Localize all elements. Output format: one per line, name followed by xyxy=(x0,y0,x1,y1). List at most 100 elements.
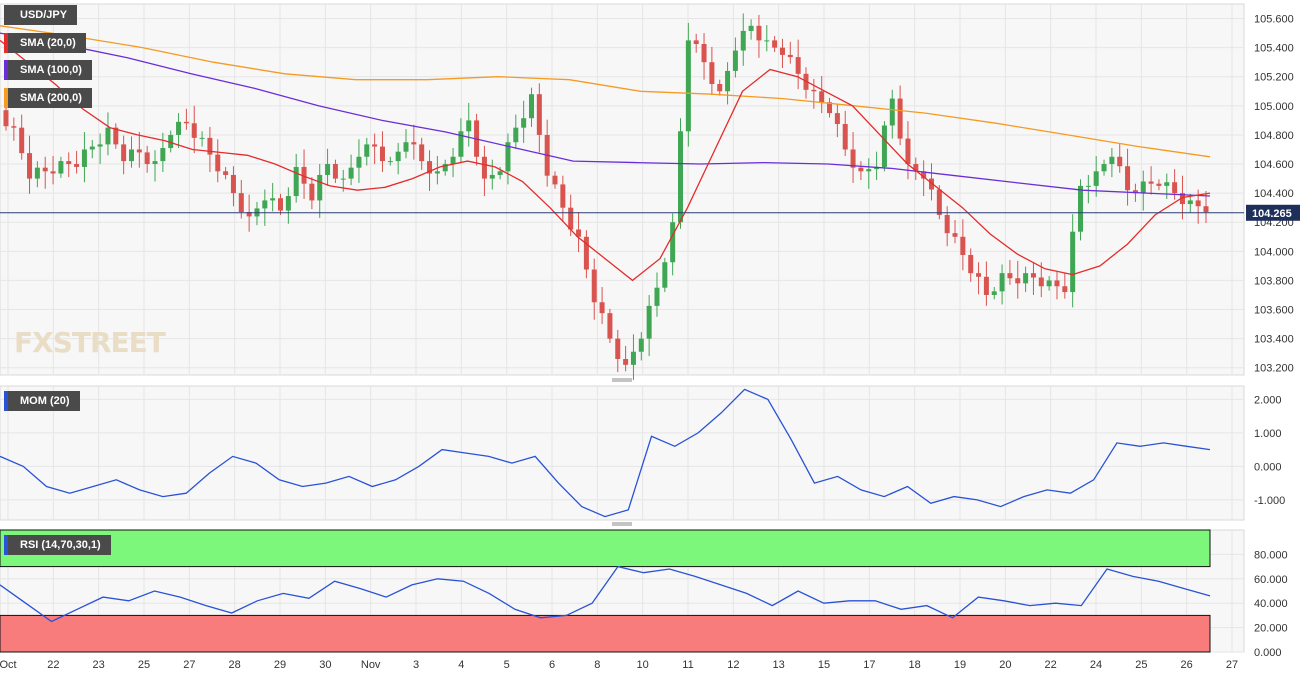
x-tick-label: 20 xyxy=(999,659,1011,671)
candle-body xyxy=(1109,156,1115,165)
candle-body xyxy=(881,125,887,167)
candle-body xyxy=(176,121,182,135)
price-tick-label: 103.600 xyxy=(1254,305,1294,317)
candle-body xyxy=(325,164,331,175)
candle-body xyxy=(89,146,95,150)
candle-body xyxy=(630,351,636,365)
candle-body xyxy=(874,166,880,170)
price-tick-label: 105.400 xyxy=(1254,43,1294,55)
candle-body xyxy=(379,146,385,162)
candle-body xyxy=(1038,277,1044,287)
candle-body xyxy=(238,193,244,213)
x-tick-label: 27 xyxy=(1226,659,1238,671)
sma20-legend[interactable]: SMA (20,0) xyxy=(4,33,86,53)
candle-body xyxy=(811,89,817,92)
candle-body xyxy=(403,142,409,152)
candle-body xyxy=(411,142,417,145)
price-tick-label: 105.200 xyxy=(1254,72,1294,84)
x-tick-label: 29 xyxy=(274,659,286,671)
candle-body xyxy=(42,167,48,172)
x-tick-label: 5 xyxy=(504,659,510,671)
candle-body xyxy=(646,305,652,339)
sma100-legend[interactable]: SMA (100,0) xyxy=(4,60,92,80)
rsi-legend[interactable]: RSI (14,70,30,1) xyxy=(4,535,111,555)
candle-body xyxy=(850,149,856,168)
candle-body xyxy=(999,273,1005,292)
candle-body xyxy=(160,148,166,162)
candle-body xyxy=(128,149,134,162)
sma200-line xyxy=(0,25,1211,158)
x-tick-label: 24 xyxy=(1090,659,1102,671)
candle-body xyxy=(489,174,495,179)
rsi-tick-label: 0.000 xyxy=(1254,647,1282,659)
candle-body xyxy=(293,166,299,197)
candle-body xyxy=(1023,273,1029,284)
current-price-label: 104.265 xyxy=(1252,208,1292,220)
sma200-legend[interactable]: SMA (200,0) xyxy=(4,88,92,108)
candle-body xyxy=(340,178,346,180)
candle-body xyxy=(928,178,934,190)
candle-body xyxy=(889,98,895,126)
x-tick-label: 18 xyxy=(909,659,921,671)
candle-body xyxy=(905,138,911,165)
candle-body xyxy=(513,127,519,143)
mom-legend[interactable]: MOM (20) xyxy=(4,391,80,411)
candle-body xyxy=(795,57,801,74)
candle-body xyxy=(568,207,574,230)
candle-body xyxy=(105,127,111,145)
candle-body xyxy=(607,313,613,339)
x-tick-label: 30 xyxy=(319,659,331,671)
sma100-line xyxy=(0,32,1211,197)
candle-body xyxy=(936,189,942,215)
candle-body xyxy=(309,183,315,201)
candle-body xyxy=(66,161,72,165)
price-tick-label: 104.000 xyxy=(1254,246,1294,258)
candle-body xyxy=(183,121,189,124)
pane-1-background xyxy=(0,385,1245,521)
candle-body xyxy=(450,156,456,165)
candle-body xyxy=(230,174,236,194)
rsi-tick-label: 80.000 xyxy=(1254,549,1288,561)
x-tick-label: Oct xyxy=(0,659,17,671)
price-tick-label: 103.400 xyxy=(1254,334,1294,346)
candle-body xyxy=(1101,164,1107,172)
x-tick-label: 10 xyxy=(637,659,649,671)
candle-body xyxy=(842,124,848,150)
candle-body xyxy=(740,30,746,51)
x-tick-label: 3 xyxy=(413,659,419,671)
candle-body xyxy=(81,149,87,167)
candle-body xyxy=(1070,231,1076,293)
candle-body xyxy=(772,40,778,48)
candle-body xyxy=(858,167,864,172)
candle-body xyxy=(278,198,284,211)
x-tick-label: 19 xyxy=(954,659,966,671)
candle-body xyxy=(583,236,589,270)
candle-body xyxy=(50,171,56,174)
candle-body xyxy=(1172,182,1178,194)
candle-body xyxy=(1187,200,1193,205)
candle-body xyxy=(701,44,707,63)
candle-body xyxy=(262,200,268,209)
candle-body xyxy=(654,287,660,306)
current-price-tag xyxy=(1246,204,1300,221)
x-tick-label: 28 xyxy=(229,659,241,671)
candle-body xyxy=(27,153,33,179)
candle-body xyxy=(521,118,527,128)
mom-tick-label: 0.000 xyxy=(1254,461,1282,473)
candle-body xyxy=(1062,286,1068,293)
symbol-title[interactable]: USD/JPY xyxy=(4,5,78,25)
candle-body xyxy=(1195,200,1201,207)
x-tick-label: Nov xyxy=(361,659,381,671)
candle-body xyxy=(693,40,699,45)
candle-body xyxy=(662,262,668,288)
candle-body xyxy=(19,127,25,154)
candle-body xyxy=(332,164,338,179)
candle-body xyxy=(121,144,127,162)
sma20-line xyxy=(0,39,1211,282)
candle-body xyxy=(1054,280,1060,287)
candle-body xyxy=(991,291,997,295)
candle-body xyxy=(246,212,252,217)
candle-body xyxy=(623,358,629,365)
candle-body xyxy=(834,113,840,125)
